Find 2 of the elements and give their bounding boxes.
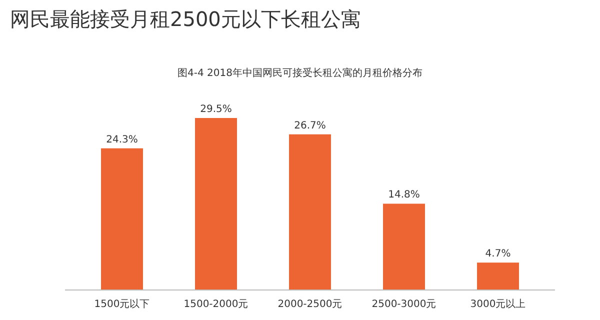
subtitle: 图4-4 2018年中国网民可接受长租公寓的月租价格分布 bbox=[178, 68, 422, 79]
title: 网民最能接受月租2500元以下长租公寓 bbox=[10, 7, 361, 31]
